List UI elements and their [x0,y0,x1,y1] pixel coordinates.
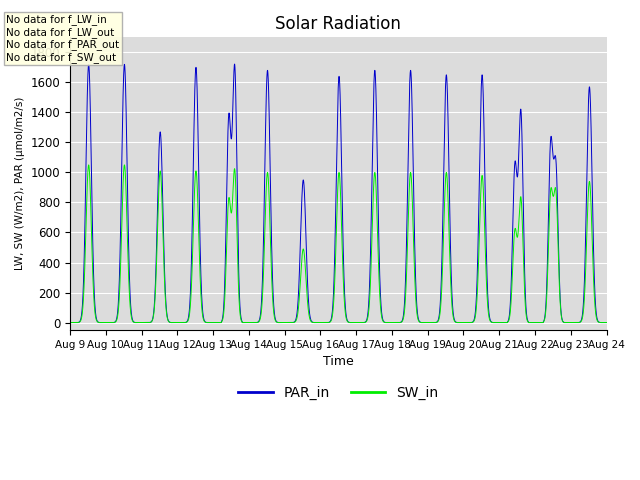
Text: No data for f_LW_in
No data for f_LW_out
No data for f_PAR_out
No data for f_SW_: No data for f_LW_in No data for f_LW_out… [6,14,120,63]
Legend: PAR_in, SW_in: PAR_in, SW_in [232,380,444,405]
Title: Solar Radiation: Solar Radiation [275,15,401,33]
Y-axis label: LW, SW (W/m2), PAR (μmol/m2/s): LW, SW (W/m2), PAR (μmol/m2/s) [15,97,25,270]
X-axis label: Time: Time [323,355,354,368]
